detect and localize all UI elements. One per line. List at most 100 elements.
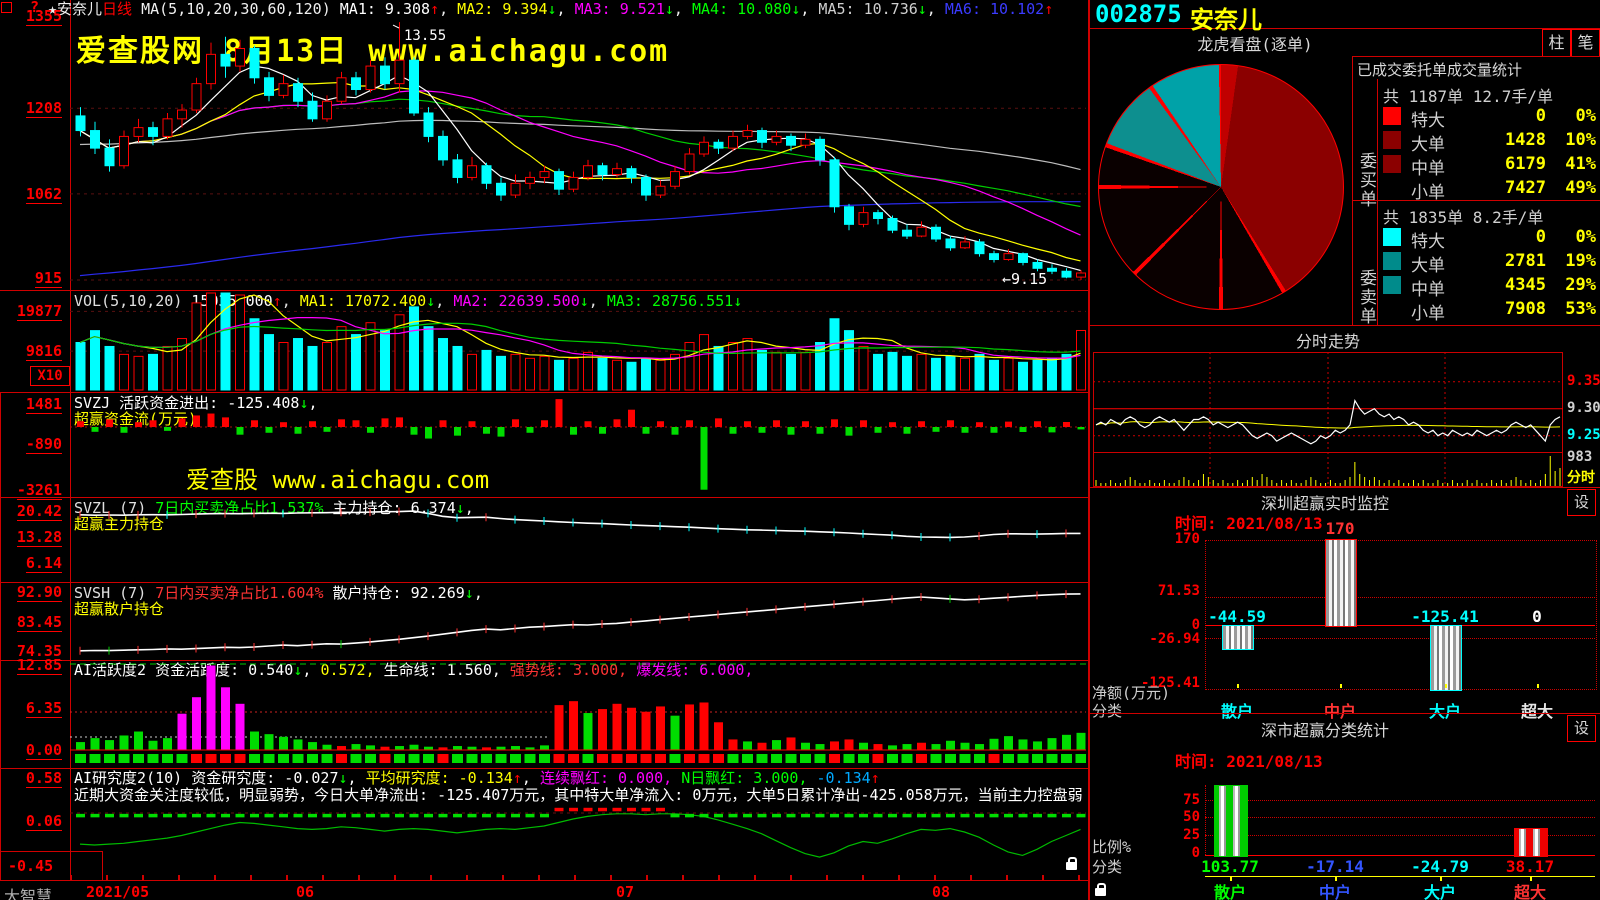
monitor-class-label: 分类 xyxy=(1092,702,1123,720)
order-percent: 29% xyxy=(1565,275,1596,295)
indicator-value: MA6: 10.102 xyxy=(944,0,1045,18)
classify-category: 散户 xyxy=(1213,883,1246,900)
order-size-row: 中单 6179 41% xyxy=(1383,153,1598,179)
order-size-label: 小单 xyxy=(1411,304,1445,324)
zero-line xyxy=(1205,625,1595,626)
panel-divider xyxy=(0,497,1088,498)
svzj-indicator-name: 超赢资金流(万元) xyxy=(74,410,198,428)
order-percent: 0% xyxy=(1575,106,1596,126)
indicator-value: , xyxy=(281,292,300,310)
svsh-indicator-header: SVSH (7) 7日内买卖净占比1.604% 散户持仓: 92.269↓, xyxy=(74,585,483,602)
classify-category: 大户 xyxy=(1423,883,1456,900)
ai-activity-chart[interactable] xyxy=(70,660,1086,768)
indicator-value: 生命线: 1.560, xyxy=(374,661,501,679)
indicator-value: ↓ xyxy=(299,394,309,412)
order-percent: 41% xyxy=(1565,154,1596,174)
order-size-row: 中单 4345 29% xyxy=(1383,274,1598,300)
order-size-swatch xyxy=(1383,155,1401,173)
minute-trend-chart[interactable] xyxy=(1093,352,1563,487)
monitor-unit-label: 净额(万元) xyxy=(1092,684,1171,702)
svzl-indicator-name: 超赢主力持仓 xyxy=(74,515,165,533)
minute-axis-label: 9.25 xyxy=(1567,427,1600,443)
panel-divider xyxy=(0,660,1088,661)
order-distribution-pie[interactable] xyxy=(1098,64,1344,310)
classify-settings-button[interactable]: 设 xyxy=(1567,715,1596,742)
minute-chart-title: 分时走势 xyxy=(1295,332,1360,351)
indicator-value: ↓ xyxy=(664,0,674,18)
order-size-swatch xyxy=(1383,252,1401,270)
axis-label: 1355 xyxy=(25,7,62,26)
order-size-label: 大单 xyxy=(1411,256,1445,276)
order-size-swatch xyxy=(1383,131,1401,149)
axis-label: 0.06 xyxy=(25,812,62,831)
bar-mode-button[interactable]: 柱 xyxy=(1542,29,1571,57)
order-percent: 49% xyxy=(1565,178,1596,198)
monitor-settings-button[interactable]: 设 xyxy=(1567,489,1596,516)
main-chart-indicator-header: ★安奈儿日线 MA(5,10,20,30,60,120) MA1: 9.308↑… xyxy=(48,1,1053,18)
indicator-value: , xyxy=(556,0,575,18)
monitor-category: 散户 xyxy=(1220,702,1253,721)
corner-marker-icon xyxy=(1,2,12,13)
indicator-value: , xyxy=(800,0,819,18)
indicator-value: , xyxy=(439,0,458,18)
indicator-value: ★安奈儿 xyxy=(48,0,103,18)
buy-summary: 共 1187单 12.7手/单 xyxy=(1383,87,1553,106)
ai-research-chart[interactable] xyxy=(70,768,1086,880)
order-percent: 53% xyxy=(1565,299,1596,319)
monitor-value: 170 xyxy=(1325,518,1355,538)
monitor-y-label: 170 xyxy=(1174,531,1200,547)
indicator-value: AI活跃度2 资金活跃度: 0.540 xyxy=(74,661,294,679)
stats-section-divider xyxy=(1353,200,1600,201)
volume-indicator-header: VOL(5,10,20) 15035.000↑, MA1: 17072.400↓… xyxy=(74,293,742,310)
order-size-swatch xyxy=(1383,228,1401,246)
zero-line xyxy=(1205,855,1595,856)
axis-label: 92.90 xyxy=(16,583,62,602)
tick xyxy=(1530,876,1532,881)
order-size-label: 中单 xyxy=(1411,159,1445,179)
indicator-value: , xyxy=(347,769,366,787)
order-size-label: 中单 xyxy=(1411,280,1445,300)
indicator-value: ↑ xyxy=(512,769,522,787)
axis-label: 74.35 xyxy=(16,642,62,661)
order-count: 2781 xyxy=(1505,251,1546,271)
monitor-bar xyxy=(1222,625,1254,650)
classify-category: 中户 xyxy=(1318,883,1351,900)
month-label-may: 2021/05 xyxy=(86,883,150,900)
axis-label: 0.00 xyxy=(25,741,62,760)
volume-chart[interactable] xyxy=(70,290,1086,392)
axis-label: 6.35 xyxy=(25,699,62,718)
help-marker: ? xyxy=(30,0,40,16)
stats-divider xyxy=(1377,79,1378,326)
order-count: 7427 xyxy=(1505,178,1546,198)
axis-label: 20.42 xyxy=(16,502,62,521)
order-count: 4345 xyxy=(1505,275,1546,295)
axis-label: 19877 xyxy=(16,302,62,321)
gridline xyxy=(1205,817,1595,818)
stock-code: 002875 xyxy=(1095,0,1182,28)
classify-class-label: 分类 xyxy=(1092,858,1123,876)
minute-axis-label: 9.30 xyxy=(1567,400,1600,416)
monitor-value: -44.59 xyxy=(1208,607,1266,626)
svzl-chart[interactable] xyxy=(70,497,1086,582)
order-percent: 10% xyxy=(1565,130,1596,150)
classify-y-label: 75 xyxy=(1183,792,1200,808)
axis-label: 83.45 xyxy=(16,613,62,632)
section-divider xyxy=(1090,713,1600,714)
svzj-chart[interactable] xyxy=(70,392,1086,497)
monitor-value: -125.41 xyxy=(1411,607,1479,626)
pen-mode-button[interactable]: 笔 xyxy=(1571,29,1600,57)
classify-bar xyxy=(1514,828,1548,857)
high-annotation: 13.55 xyxy=(404,28,446,44)
lock-icon xyxy=(1095,883,1106,896)
indicator-value: MA(5,10,20,30,60,120) xyxy=(132,0,340,18)
indicator-value: , xyxy=(473,584,483,602)
classify-bar xyxy=(1214,785,1248,857)
classify-value: 103.77 xyxy=(1201,857,1259,876)
classify-category: 超大 xyxy=(1513,883,1546,900)
svsh-chart[interactable] xyxy=(70,582,1086,660)
indicator-value: MA3: 28756.551 xyxy=(606,292,734,310)
indicator-value: 0.572, xyxy=(320,661,375,679)
daily-candlestick-chart[interactable]: 13.55 ←9.15 xyxy=(70,18,1086,290)
indicator-value: , xyxy=(673,0,692,18)
